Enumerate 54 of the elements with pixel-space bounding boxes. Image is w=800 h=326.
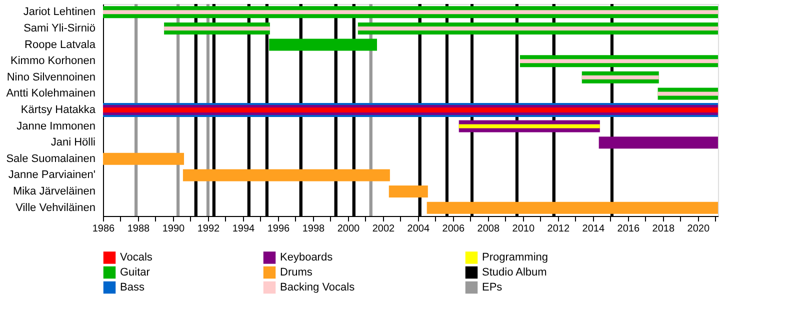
bar — [458, 124, 600, 128]
y-tick-label: Nino Silvennoinen — [6, 71, 96, 84]
bar — [164, 26, 270, 30]
x-tick-label: 1990 — [162, 224, 186, 234]
legend-label: Programming — [482, 252, 548, 264]
bar — [520, 59, 718, 64]
bar — [103, 10, 718, 14]
y-tick-label: Jariot Lehtinen — [23, 6, 96, 18]
x-tick-label: 2018 — [652, 224, 675, 234]
y-tick-label: Mika Järveläinen — [12, 186, 96, 198]
legend-label: Backing Vocals — [280, 282, 356, 294]
y-tick-label: Kimmo Korhonen — [10, 55, 96, 68]
bar — [582, 75, 659, 80]
legend-label: Keyboards — [280, 252, 334, 264]
legend-label: Studio Album — [482, 266, 547, 278]
legend-label: Drums — [280, 266, 313, 278]
legend-label: EPs — [482, 282, 503, 294]
x-tick-label: 1988 — [127, 224, 150, 234]
y-tick-label: Janne Parviainen' — [8, 169, 96, 182]
bar — [658, 92, 718, 96]
x-tick-label: 2010 — [512, 224, 535, 234]
x-tick-label: 2000 — [337, 224, 360, 234]
bar — [358, 26, 718, 30]
y-tick-label: Roope Latvala — [24, 38, 96, 51]
legend-label: Bass — [120, 282, 145, 294]
x-tick-label: 2002 — [372, 224, 396, 234]
legend-label: Vocals — [120, 252, 153, 264]
bar — [103, 108, 718, 112]
y-tick-label: Jani Hölli — [50, 136, 96, 149]
x-tick-label: 1998 — [302, 224, 326, 234]
bar — [598, 136, 718, 149]
y-tick-label: Janne Immonen — [16, 120, 96, 132]
x-tick-label: 1994 — [232, 224, 256, 234]
bar — [426, 202, 718, 214]
x-tick-label: 2014 — [582, 224, 605, 234]
x-tick-label: 1996 — [267, 224, 290, 234]
y-tick-label: Sami Yli-Sirniö — [24, 22, 96, 34]
x-tick-label: 2020 — [687, 224, 710, 234]
x-tick-label: 2004 — [407, 224, 430, 234]
bar — [103, 152, 184, 165]
x-tick-label: 2006 — [442, 224, 465, 234]
x-tick-label: 2012 — [547, 224, 570, 234]
bar — [182, 169, 390, 182]
x-tick-label: 1986 — [92, 224, 116, 234]
y-tick-label: Antti Kolehmainen — [6, 88, 96, 100]
x-tick-label: 2016 — [617, 224, 640, 234]
y-tick-label: Kärtsy Hatakka — [20, 104, 96, 116]
x-tick-label: 2008 — [477, 224, 500, 234]
bar — [388, 186, 428, 198]
bar — [269, 38, 377, 51]
legend-label: Guitar — [120, 266, 150, 278]
y-tick-label: Ville Vehviläinen — [16, 202, 96, 214]
y-tick-label: Sale Suomalainen — [6, 152, 96, 165]
x-tick-label: 1992 — [197, 224, 220, 234]
